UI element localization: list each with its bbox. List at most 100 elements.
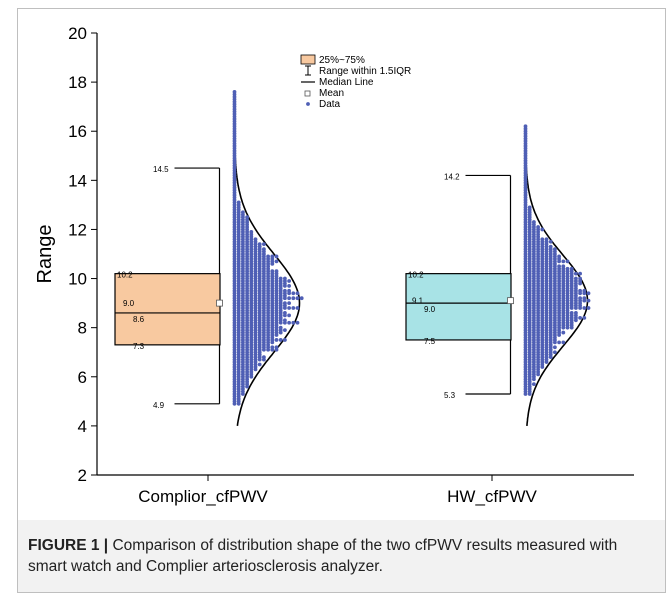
data-point (291, 320, 296, 325)
box-chart: 2 4 6 8 10 12 14 16 18 20 Range Complior_cfPWV HW_cf… (34, 24, 634, 506)
data-point (536, 225, 540, 229)
data-point (283, 276, 287, 281)
data-point (274, 338, 279, 342)
data-point (262, 355, 266, 360)
data-point (586, 291, 591, 296)
value-label: 14.5 (153, 165, 169, 174)
data-point (291, 291, 296, 296)
data-point (548, 239, 553, 244)
legend (300, 54, 316, 106)
data-point (283, 318, 287, 323)
value-label: 5.3 (444, 391, 456, 400)
y-tick-label: 12 (68, 220, 87, 239)
data-point (582, 315, 587, 320)
data-points-1 (523, 124, 591, 396)
data-point (257, 242, 262, 247)
data-point (249, 230, 254, 234)
x-tick-label: HW_cfPWV (447, 487, 537, 506)
box-group-1 (405, 148, 589, 426)
figure-caption: FIGURE 1 | Comparison of distribution sh… (28, 535, 658, 577)
data-point (523, 124, 528, 129)
data-point (253, 237, 258, 242)
data-point (287, 320, 291, 325)
data-point (262, 242, 266, 247)
data-point (557, 340, 561, 345)
data-point (540, 227, 545, 232)
data-point (574, 311, 578, 315)
y-tick-label: 6 (78, 368, 87, 387)
y-tick-label: 10 (68, 270, 87, 289)
data-point (274, 254, 279, 259)
data-point (278, 338, 283, 342)
data-point (278, 276, 283, 281)
data-point (270, 345, 275, 350)
data-point (561, 340, 566, 345)
mean-marker (507, 297, 514, 305)
data-point (540, 237, 545, 242)
data-point (266, 254, 270, 259)
data-point (295, 306, 300, 310)
data-point (262, 247, 266, 251)
y-tick-label: 18 (68, 73, 87, 92)
legend-label: 25%~75% (319, 55, 365, 66)
data-point (578, 315, 582, 320)
y-tick-label: 4 (78, 417, 87, 436)
data-point (241, 210, 245, 215)
data-point (295, 296, 300, 301)
data-point (287, 284, 291, 288)
data-point (574, 276, 578, 281)
value-label: 9.0 (123, 299, 135, 308)
data-point (548, 244, 553, 249)
data-point (565, 266, 570, 271)
data-point (274, 259, 279, 264)
data-point (569, 266, 574, 271)
data-points-0 (232, 90, 304, 406)
data-point (283, 311, 287, 315)
value-label: 7.5 (424, 337, 436, 346)
data-point (574, 271, 578, 276)
legend-swatch-box (300, 54, 316, 65)
distribution-curve (524, 148, 589, 426)
data-point (291, 296, 296, 301)
legend-label: Data (319, 99, 341, 110)
legend-swatch-data (306, 102, 310, 106)
value-label: 14.2 (444, 172, 460, 181)
data-point (578, 276, 582, 281)
legend-label: Range within 1.5IQR (319, 66, 411, 77)
mean-marker (216, 299, 223, 307)
data-point (586, 298, 591, 303)
data-point (569, 311, 574, 315)
caption-label: FIGURE 1 | (28, 537, 109, 554)
value-label: 7.3 (133, 342, 145, 351)
data-point (287, 296, 291, 301)
value-label: 4.9 (153, 401, 165, 410)
data-point (291, 306, 296, 310)
data-point (270, 269, 275, 274)
caption-text: Comparison of distribution shape of the … (28, 537, 618, 575)
legend-label: Median Line (319, 77, 374, 88)
value-label: 9.0 (424, 305, 436, 314)
data-point (278, 325, 283, 330)
x-tick-label: Complior_cfPWV (138, 487, 268, 506)
value-label: 9.1 (412, 297, 424, 306)
value-label: 8.6 (133, 315, 145, 324)
data-point (274, 345, 279, 350)
y-tick-label: 2 (78, 466, 87, 485)
data-point (557, 254, 561, 259)
data-point (232, 90, 237, 94)
data-point (553, 247, 557, 251)
box-iqr (114, 273, 221, 346)
data-point (586, 306, 591, 310)
y-axis-label: Range (34, 225, 56, 284)
data-point (236, 200, 241, 205)
data-point (283, 338, 287, 342)
data-point (283, 328, 287, 333)
legend-swatch-mean (304, 90, 311, 97)
data-point (295, 320, 300, 325)
data-point (561, 330, 566, 335)
value-label: 10.2 (117, 271, 133, 280)
y-tick-label: 16 (68, 122, 87, 141)
data-point (287, 306, 291, 310)
data-point (287, 288, 291, 293)
data-point (582, 296, 587, 301)
